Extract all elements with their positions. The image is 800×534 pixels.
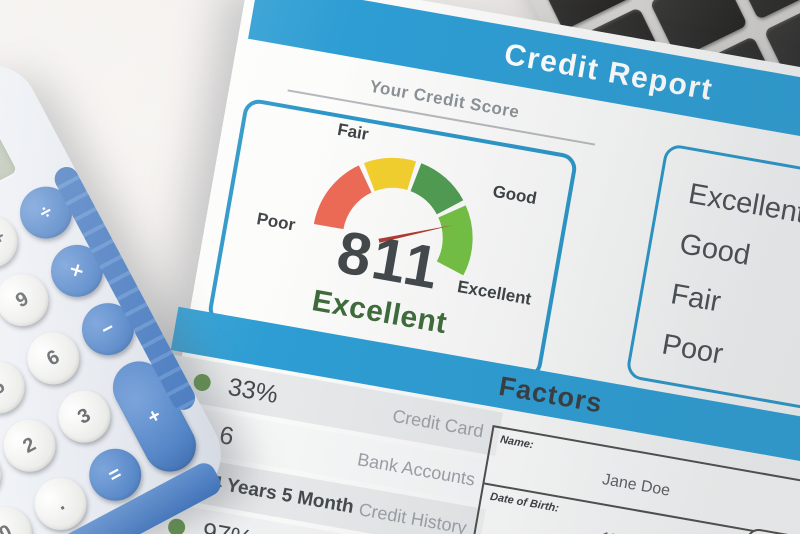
factor-value: 33%: [225, 372, 281, 409]
rating-scale-panel: Excellent Good Fair Poor: [624, 142, 800, 432]
gauge-segment-poor: [313, 165, 372, 230]
calculator-key: 3: [49, 381, 120, 452]
calculator-key: 2: [0, 410, 65, 481]
score-gauge-panel: Fair Good Poor Excellent 811 Excellent: [206, 97, 579, 381]
report-title: Credit Report: [501, 37, 716, 107]
calculator-key: 6: [18, 323, 89, 394]
factor-status-dot: [192, 372, 213, 392]
gauge-needle: [378, 224, 454, 243]
factor-value: 97%: [200, 517, 254, 534]
factor-value: 4 Years 5 Month: [209, 472, 356, 518]
calculator-key: 9: [0, 264, 58, 336]
factor-label: Credit Card: [391, 405, 486, 441]
factor-label: Bank Accounts: [355, 448, 477, 490]
gauge-segment-good: [410, 163, 464, 215]
gauge-segment-fair: [363, 157, 417, 192]
credit-report-paper: Credit Report Your Credit Score Fair Goo…: [105, 0, 800, 534]
credit-score-gauge: [313, 157, 473, 276]
factor-label: Credit History: [357, 498, 469, 534]
form-label: Name:: [499, 433, 535, 452]
gauge-segment-excellent: [436, 205, 473, 276]
factors-heading: Factors: [496, 370, 605, 419]
factor-status-dot: [166, 516, 187, 534]
